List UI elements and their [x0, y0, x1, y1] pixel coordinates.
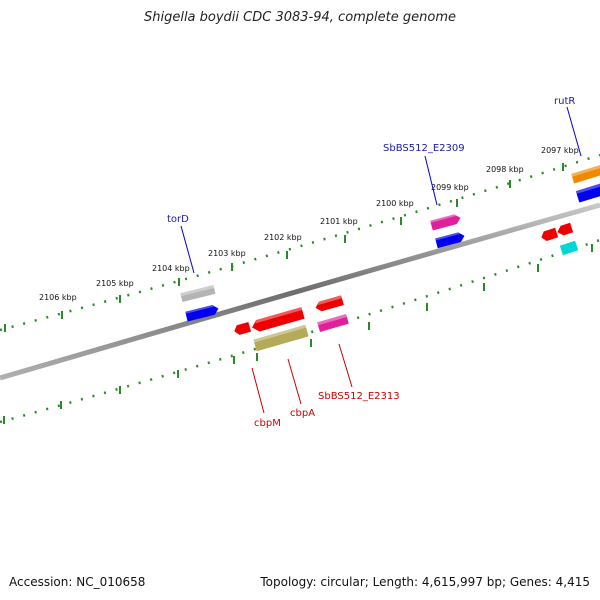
gene-reverse-red[interactable]	[540, 227, 559, 242]
tick-label: 2102 kbp	[264, 233, 302, 242]
label-line-cbpA	[287, 358, 302, 405]
genome-summary: Topology: circular; Length: 4,615,997 bp…	[260, 575, 590, 589]
gene-SbBS512_E2309[interactable]	[430, 213, 462, 231]
tick-label: 2097 kbp	[541, 146, 579, 155]
gene-reverse-cyan[interactable]	[559, 240, 579, 256]
gene-label-cbpM: cbpM	[254, 418, 281, 429]
tick-label: 2098 kbp	[486, 165, 524, 174]
gene-SbBS512_E2313[interactable]	[317, 314, 349, 332]
label-line-torD	[180, 225, 195, 274]
major-ticks	[3, 163, 593, 424]
gene-forward-blue[interactable]	[435, 231, 466, 249]
gene-label-SbBS512_E2313: SbBS512_E2313	[318, 391, 400, 402]
gene-cbpA[interactable]	[253, 324, 309, 352]
map-title: Shigella boydii CDC 3083-94, complete ge…	[143, 10, 457, 25]
tick-label: 2105 kbp	[96, 279, 134, 288]
gene-forward-blue[interactable]	[575, 182, 600, 203]
gene-torD[interactable]	[180, 285, 216, 302]
tick-label: 2101 kbp	[320, 217, 358, 226]
gene-reverse-red[interactable]	[233, 321, 252, 336]
gene-forward-blue[interactable]	[185, 304, 219, 322]
label-line-rutR	[566, 106, 582, 157]
tick-label: 2104 kbp	[152, 264, 190, 273]
gene-label-torD: torD	[167, 214, 189, 225]
gene-cbpM[interactable]	[250, 307, 305, 333]
gene-label-SbBS512_E2309: SbBS512_E2309	[383, 143, 465, 154]
label-line-SbBS512_E2313	[338, 343, 353, 388]
gene-label-rutR: rutR	[554, 96, 575, 107]
tick-label: 2100 kbp	[376, 199, 414, 208]
label-line-cbpM	[251, 367, 265, 414]
accession-label: Accession: NC_010658	[9, 575, 146, 589]
tick-label: 2099 kbp	[431, 183, 469, 192]
genome-backbone	[0, 202, 600, 381]
tick-label: 2103 kbp	[208, 249, 246, 258]
label-line-SbBS512_E2309	[424, 155, 438, 206]
tick-label: 2106 kbp	[39, 293, 77, 302]
gene-reverse-red[interactable]	[314, 295, 344, 312]
gene-label-cbpA: cbpA	[290, 408, 315, 419]
gene-reverse-red[interactable]	[556, 222, 574, 237]
gene-rutR[interactable]	[571, 163, 600, 184]
